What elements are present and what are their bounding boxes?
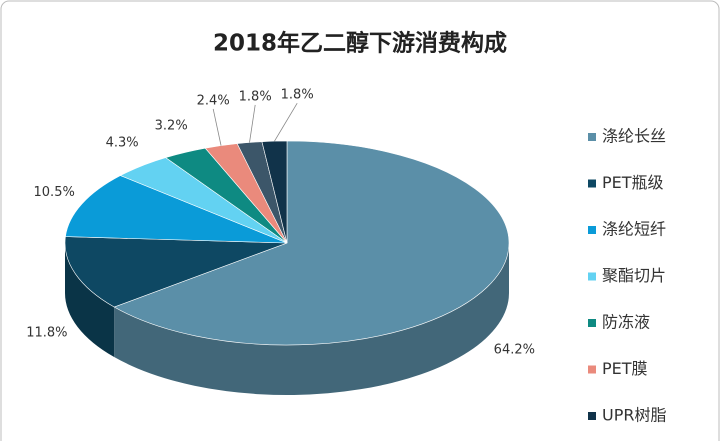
legend-label: PET膜 [602, 359, 648, 378]
pie-sides [65, 243, 509, 395]
chart-title: 2018年乙二醇下游消费构成 [213, 30, 507, 57]
legend-swatch [588, 272, 596, 281]
legend-swatch [588, 133, 596, 141]
legend-label: 涤纶短纤 [602, 220, 666, 239]
data-label: 11.8% [26, 326, 67, 341]
legend-label: 涤纶长丝 [602, 127, 666, 146]
pie-tops [64, 140, 510, 346]
pie-labels: 64.2% 11.8% 10.5% 4.3% 3.2% 2.4% 1.8% 1.8% [26, 88, 535, 358]
data-label: 3.2% [155, 118, 188, 133]
leader-line [212, 108, 222, 146]
legend-swatch [588, 412, 596, 420]
slice [261, 140, 288, 244]
data-label: 4.3% [106, 136, 139, 151]
legend-swatch [588, 319, 596, 327]
slice [113, 140, 510, 346]
legend-swatch [588, 179, 596, 188]
slice-side [114, 243, 509, 395]
slice [64, 236, 288, 308]
legend-label: 防冻液 [602, 313, 650, 332]
data-label: 1.8% [239, 89, 272, 104]
legend-label: UPR树脂 [602, 406, 666, 425]
data-label: 2.4% [197, 93, 230, 108]
slice [65, 175, 288, 244]
leader-line [249, 104, 256, 143]
data-label: 64.2% [494, 342, 535, 357]
legend-label: 聚酯切片 [602, 266, 666, 285]
data-label: 10.5% [34, 185, 75, 200]
leader-line [274, 103, 298, 142]
legend-label: PET瓶级 [602, 173, 664, 192]
slice-side [65, 243, 115, 358]
legend-swatch [588, 365, 596, 374]
data-label: 1.8% [281, 88, 314, 103]
legend-swatch [588, 226, 596, 234]
